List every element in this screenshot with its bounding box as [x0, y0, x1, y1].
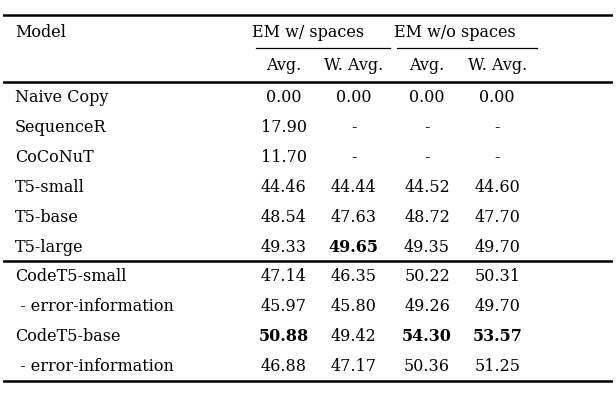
Text: 50.31: 50.31 [474, 268, 521, 286]
Text: 45.80: 45.80 [331, 298, 377, 315]
Text: T5-small: T5-small [15, 179, 85, 196]
Text: - error-information: - error-information [15, 358, 174, 375]
Text: T5-large: T5-large [15, 239, 84, 256]
Text: -: - [351, 149, 357, 166]
Text: CodeT5-base: CodeT5-base [15, 328, 121, 345]
Text: 49.70: 49.70 [474, 239, 520, 256]
Text: 0.00: 0.00 [479, 89, 515, 106]
Text: 50.36: 50.36 [404, 358, 450, 375]
Text: W. Avg.: W. Avg. [324, 57, 383, 74]
Text: EM w/ spaces: EM w/ spaces [252, 24, 364, 41]
Text: 45.97: 45.97 [261, 298, 307, 315]
Text: Avg.: Avg. [410, 57, 445, 74]
Text: 46.88: 46.88 [261, 358, 307, 375]
Text: 49.35: 49.35 [404, 239, 450, 256]
Text: -: - [495, 119, 500, 136]
Text: 44.60: 44.60 [474, 179, 520, 196]
Text: Model: Model [15, 24, 66, 41]
Text: CodeT5-small: CodeT5-small [15, 268, 126, 286]
Text: CoCoNuT: CoCoNuT [15, 149, 94, 166]
Text: 17.90: 17.90 [261, 119, 307, 136]
Text: 49.42: 49.42 [331, 328, 376, 345]
Text: 51.25: 51.25 [474, 358, 521, 375]
Text: Naive Copy: Naive Copy [15, 89, 108, 106]
Text: SequenceR: SequenceR [15, 119, 107, 136]
Text: 48.72: 48.72 [404, 209, 450, 226]
Text: 49.70: 49.70 [474, 298, 520, 315]
Text: 48.54: 48.54 [261, 209, 307, 226]
Text: 44.44: 44.44 [331, 179, 376, 196]
Text: 49.26: 49.26 [404, 298, 450, 315]
Text: 47.14: 47.14 [261, 268, 307, 286]
Text: 53.57: 53.57 [472, 328, 522, 345]
Text: 11.70: 11.70 [261, 149, 307, 166]
Text: 47.17: 47.17 [331, 358, 377, 375]
Text: 47.63: 47.63 [331, 209, 377, 226]
Text: 0.00: 0.00 [336, 89, 371, 106]
Text: -: - [351, 119, 357, 136]
Text: Avg.: Avg. [266, 57, 301, 74]
Text: 0.00: 0.00 [409, 89, 445, 106]
Text: 46.35: 46.35 [331, 268, 377, 286]
Text: 50.88: 50.88 [259, 328, 309, 345]
Text: 50.22: 50.22 [404, 268, 450, 286]
Text: W. Avg.: W. Avg. [468, 57, 527, 74]
Text: 0.00: 0.00 [266, 89, 301, 106]
Text: 47.70: 47.70 [474, 209, 520, 226]
Text: 44.52: 44.52 [404, 179, 450, 196]
Text: 44.46: 44.46 [261, 179, 306, 196]
Text: 49.65: 49.65 [329, 239, 379, 256]
Text: - error-information: - error-information [15, 298, 174, 315]
Text: 49.33: 49.33 [261, 239, 307, 256]
Text: -: - [495, 149, 500, 166]
Text: T5-base: T5-base [15, 209, 79, 226]
Text: -: - [424, 119, 430, 136]
Text: -: - [424, 149, 430, 166]
Text: EM w/o spaces: EM w/o spaces [394, 24, 516, 41]
Text: 54.30: 54.30 [402, 328, 452, 345]
